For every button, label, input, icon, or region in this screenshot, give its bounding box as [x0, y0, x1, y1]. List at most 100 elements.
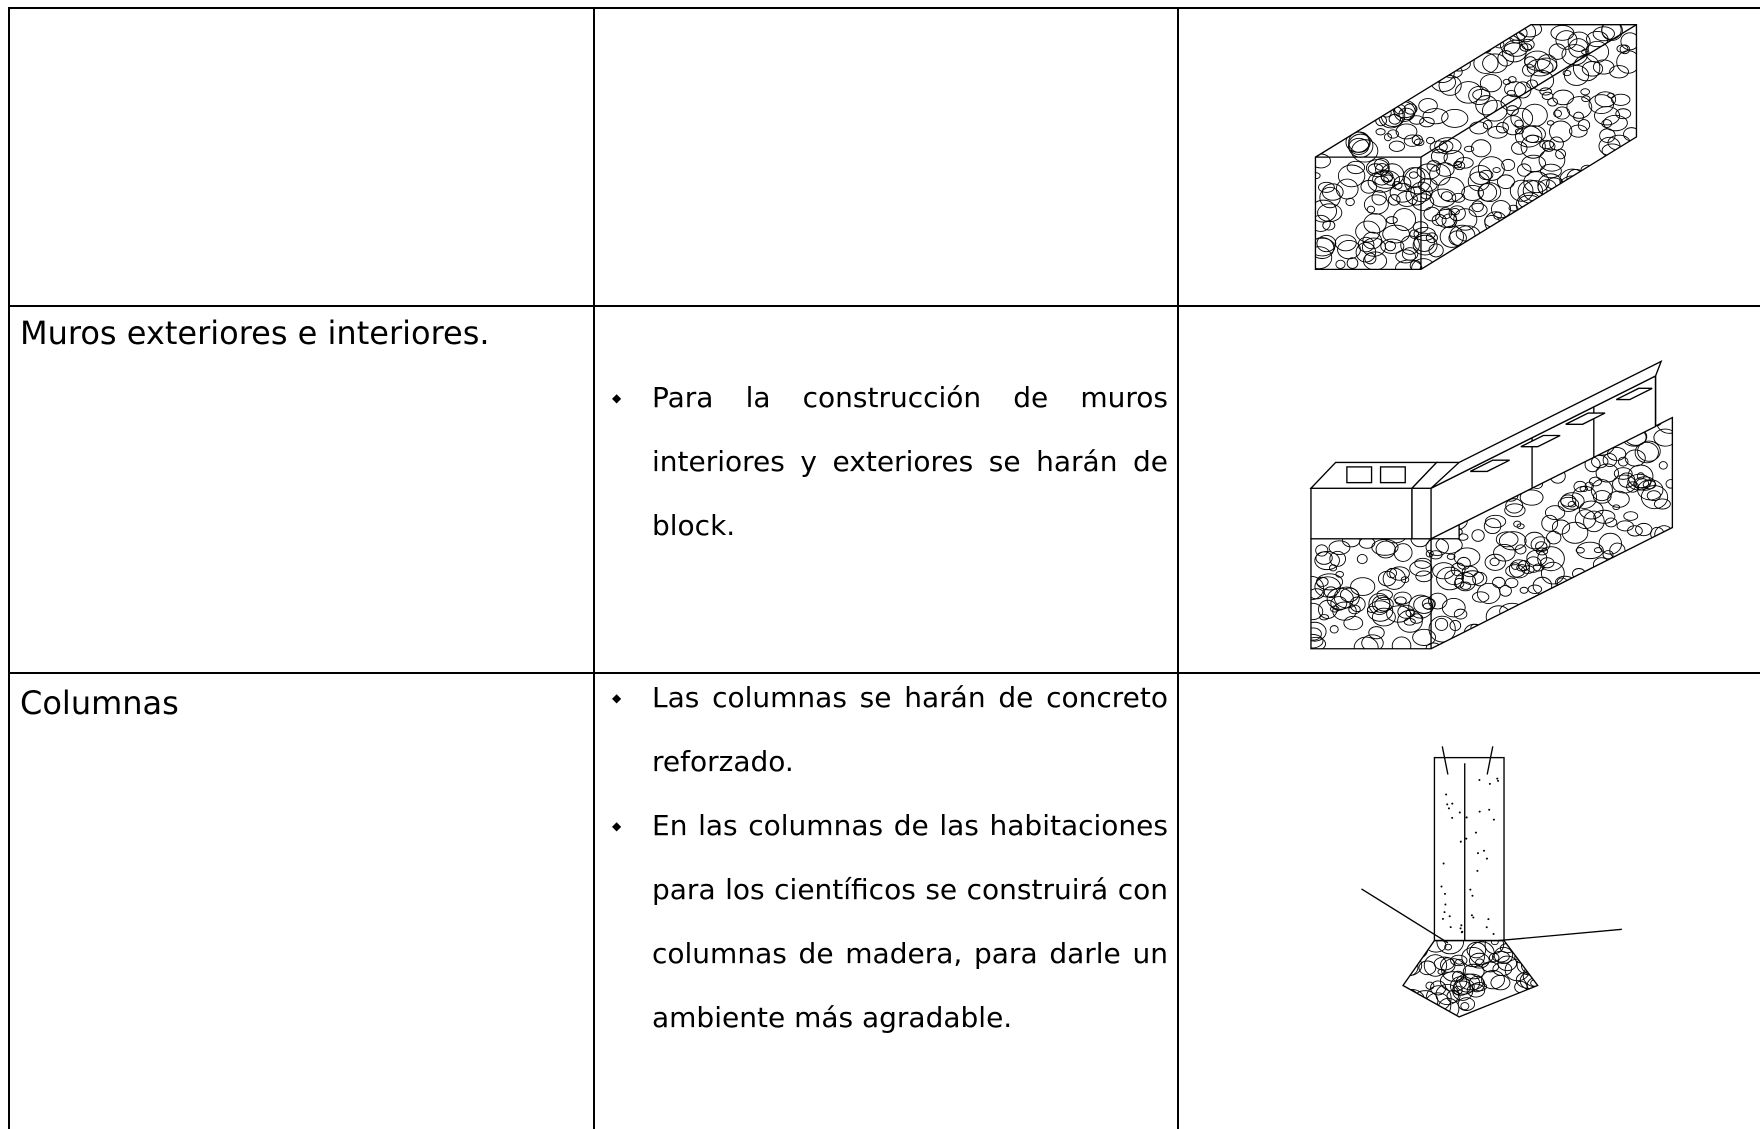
stone	[1342, 28, 1353, 37]
stone	[1345, 35, 1364, 47]
stone	[1380, 238, 1405, 254]
stone	[1328, 436, 1343, 450]
stone	[1403, 617, 1416, 626]
dot	[1487, 918, 1490, 921]
table-border	[8, 7, 10, 1129]
stone	[1348, 604, 1361, 615]
stone	[1436, 1011, 1450, 1017]
stone	[1494, 417, 1517, 432]
stone	[1375, 128, 1386, 136]
stone	[1605, 154, 1628, 175]
stone	[1380, 51, 1392, 61]
stone	[1388, 417, 1413, 428]
stone	[1315, 88, 1336, 108]
stone	[1468, 952, 1490, 969]
stone	[1487, 125, 1508, 139]
stone	[1581, 95, 1591, 103]
stone	[1594, 91, 1617, 108]
row-label: Columnas	[20, 684, 179, 722]
stone	[1661, 582, 1673, 595]
stone	[1616, 217, 1633, 234]
stone	[1425, 434, 1452, 453]
dot	[1449, 926, 1452, 929]
stone	[1386, 605, 1412, 623]
stone	[1641, 599, 1657, 612]
stone	[1559, 175, 1587, 198]
stone	[1655, 563, 1667, 573]
stone	[1541, 514, 1559, 532]
stone	[1501, 158, 1516, 172]
stone	[1558, 192, 1567, 201]
block-row	[1309, 360, 1663, 540]
stone	[1600, 586, 1619, 601]
stone	[1409, 560, 1433, 577]
stone-fill	[1315, 24, 1637, 270]
stone	[1310, 602, 1324, 621]
stone	[1333, 101, 1349, 116]
dot	[1448, 915, 1451, 918]
stone	[1393, 543, 1413, 562]
stone	[1546, 120, 1555, 126]
stone	[1453, 160, 1463, 169]
stone	[1527, 249, 1542, 262]
stone	[1428, 243, 1444, 258]
stone	[1621, 596, 1649, 621]
stone	[1320, 57, 1332, 68]
stone	[1640, 485, 1669, 510]
stone	[1617, 456, 1629, 467]
stone	[1335, 259, 1346, 269]
stone	[1408, 171, 1419, 179]
dot	[1470, 914, 1473, 917]
stone	[1482, 245, 1503, 263]
stone	[1314, 428, 1336, 443]
stone	[1374, 163, 1390, 176]
stone	[1585, 242, 1606, 257]
stone	[1618, 472, 1636, 488]
concrete-dots	[1440, 777, 1500, 935]
column	[1433, 756, 1505, 942]
stone	[1650, 526, 1665, 541]
stone	[1507, 236, 1524, 253]
stone	[1459, 438, 1471, 447]
stone	[1548, 628, 1564, 641]
stone	[1372, 607, 1396, 627]
stone	[1329, 550, 1346, 567]
stone	[1620, 198, 1636, 213]
stone	[1340, 587, 1359, 603]
dot	[1440, 885, 1443, 888]
stone	[1418, 960, 1437, 976]
stone	[1335, 431, 1350, 443]
stone	[1468, 85, 1491, 106]
stone	[1368, 592, 1391, 615]
stone	[1383, 174, 1393, 183]
stone	[1436, 940, 1465, 955]
stone	[1403, 1002, 1423, 1017]
stone	[1530, 222, 1550, 236]
stone	[1347, 120, 1359, 127]
dot	[1472, 916, 1475, 919]
stone	[1635, 522, 1653, 537]
stone	[1392, 208, 1417, 231]
stone	[1638, 551, 1662, 575]
stone	[1519, 586, 1529, 594]
stone	[1643, 635, 1662, 648]
stone	[1492, 167, 1501, 173]
stone	[1403, 103, 1418, 115]
stone	[1613, 467, 1633, 480]
stone	[1364, 252, 1377, 265]
dot	[1446, 803, 1449, 806]
stone	[1407, 940, 1429, 959]
stone	[1612, 188, 1636, 209]
stone	[1465, 417, 1484, 431]
table-border	[593, 7, 595, 1129]
stone	[1435, 162, 1455, 177]
stone	[1353, 119, 1362, 125]
stone	[1375, 84, 1398, 99]
stone	[1575, 625, 1585, 633]
stone	[1388, 140, 1406, 152]
stone	[1550, 25, 1575, 41]
stone	[1620, 573, 1630, 581]
stone	[1612, 474, 1637, 494]
stone	[1482, 99, 1508, 122]
dot	[1476, 852, 1479, 855]
